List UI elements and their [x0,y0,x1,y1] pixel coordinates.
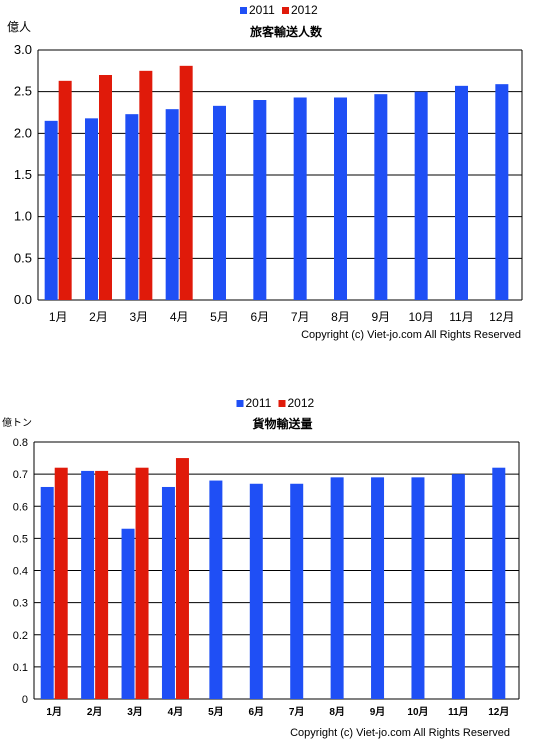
y-tick-label: 0.5 [13,533,28,545]
x-category-label: 3月 [129,310,148,324]
cargo-chart: 0 0.1 0.2 0.3 0.4 0.5 0.6 0.7 0.8 1月 2月 3月 4月 5月 6月 7月 8… [2,396,520,739]
bar-2011 [249,483,263,699]
legend-label-2011: 2011 [246,396,272,410]
x-category-label: 5月 [208,706,224,718]
bar-2012 [135,467,149,699]
y-tick-label: 0.3 [13,598,28,610]
x-category-label: 8月 [331,310,350,324]
x-category-label: 12月 [489,310,514,324]
y-tick-label: 0.5 [14,250,32,265]
y-tick-label: 0.0 [14,292,32,307]
bar-2011 [85,118,98,300]
bar-2011 [290,483,304,699]
bar-2011 [451,474,465,699]
y-tick-label: 0.7 [13,469,28,481]
bar-2011 [371,477,385,699]
bar-2011 [121,528,135,699]
x-category-label: 12月 [488,706,509,718]
copyright-text: Copyright (c) Viet-jo.com All Rights Res… [290,727,510,739]
y-tick-label: 0.4 [13,566,28,578]
y-tick-label: 2.5 [14,84,32,99]
x-category-label: 9月 [371,310,390,324]
bar-2012 [58,80,72,300]
cargo-chart-panel: 0 0.1 0.2 0.3 0.4 0.5 0.6 0.7 0.8 1月 2月 3月 4月 5月 6月 7月 8… [0,395,535,746]
legend-swatch-2012 [278,400,286,407]
bar-2011 [455,85,468,300]
y-tick-label: 0.2 [13,630,28,642]
x-category-label: 6月 [250,310,269,324]
legend-label-2012: 2012 [291,3,318,17]
x-category-label: 2月 [87,706,103,718]
bar-2011 [411,477,425,699]
bar-2011 [40,486,54,699]
chart-title: 旅客輸送人数 [250,24,323,39]
x-category-label: 9月 [370,706,386,718]
bar-2011 [213,105,226,300]
legend-swatch-2011 [240,7,247,14]
bar-2011 [334,97,347,300]
x-category-label: 4月 [168,706,184,718]
x-category-label: 4月 [170,310,189,324]
bar-2011 [414,91,428,301]
x-category-label: 2月 [89,310,108,324]
bar-2011 [374,94,388,301]
legend-swatch-2012 [282,7,289,14]
x-category-label: 10月 [407,706,428,718]
y-tick-label: 1.0 [14,209,32,224]
passenger-chart: 0.0 0.5 1.0 1.5 2.0 2.5 3.0 1月 2月 3月 4月 5月 6月 7月 8月 9月 1… [7,3,523,341]
bar-2012 [175,458,189,699]
bar-2011 [44,120,58,300]
passenger-chart-panel: 0.0 0.5 1.0 1.5 2.0 2.5 3.0 1月 2月 3月 4月 5月 6月 7月 8月 9月 1… [0,0,535,370]
x-category-label: 5月 [210,310,229,324]
legend-label-2011: 2011 [249,3,275,17]
copyright-text: Copyright (c) Viet-jo.com All Rights Res… [301,329,521,341]
y-tick-label: 1.5 [14,167,32,182]
bar-2012 [95,470,109,699]
bar-2011 [492,467,506,699]
bar-2012 [54,467,68,699]
x-category-label: 8月 [329,706,345,718]
x-category-label: 1月 [46,706,62,718]
legend-label-2012: 2012 [288,396,315,410]
x-category-label: 3月 [127,706,143,718]
bar-2011 [209,480,223,699]
bar-2012 [139,70,153,300]
bar-2011 [125,114,139,301]
bar-2011 [293,97,307,300]
bar-2011 [495,84,509,301]
bar-2011 [161,486,175,699]
y-tick-label: 0.6 [13,501,28,513]
y-tick-label: 0.1 [13,662,28,674]
y-unit-label: 億トン [2,416,32,429]
x-category-label: 7月 [289,706,305,718]
y-unit-label: 億人 [7,20,31,34]
bar-2012 [99,75,112,300]
x-category-label: 1月 [49,310,68,324]
legend-swatch-2011 [236,400,244,407]
x-category-label: 6月 [249,706,265,718]
y-tick-label: 3.0 [14,42,32,57]
y-tick-label: 0.8 [13,437,28,449]
x-category-label: 11月 [449,310,473,324]
x-category-label: 10月 [408,310,433,324]
bar-2011 [330,477,344,699]
chart-title: 貨物輸送量 [252,416,312,431]
x-category-label: 7月 [291,310,310,324]
y-tick-label: 0 [22,694,28,706]
bar-2011 [81,470,95,699]
x-category-label: 11月 [448,706,469,718]
bar-2011 [165,109,179,301]
bar-2012 [179,65,193,300]
y-tick-label: 2.0 [14,125,32,140]
bar-2011 [253,100,267,300]
